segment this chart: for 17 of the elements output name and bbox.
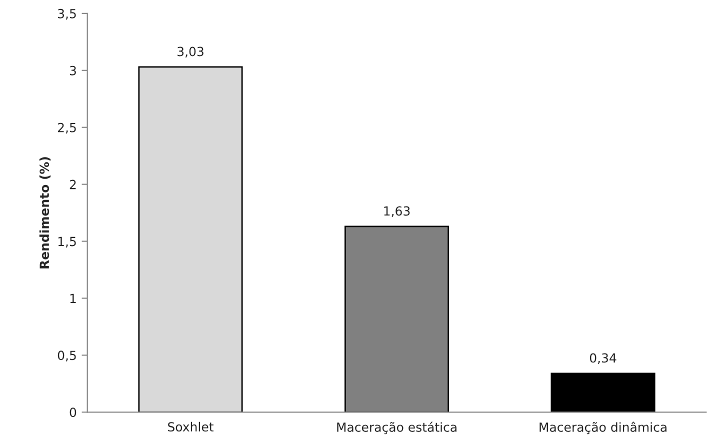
y-tick-label: 2 — [70, 180, 76, 190]
y-tick-label: 0,5 — [58, 350, 76, 362]
bar — [138, 66, 243, 412]
y-tick-label: 3 — [70, 66, 76, 76]
data-label: 1,63 — [384, 206, 410, 217]
y-tick-label: 0 — [70, 408, 76, 418]
y-tick-label: 1 — [70, 294, 76, 303]
y-tick-label: 1,5 — [58, 236, 76, 248]
x-tick-label: Soxhlet — [168, 422, 214, 432]
y-axis-title: Rendimento (%) — [39, 157, 51, 268]
bar — [550, 372, 656, 412]
x-tick-label: Maceração dinâmica — [540, 422, 666, 434]
y-tick-label: 3,5 — [58, 8, 76, 20]
data-label: 0,34 — [590, 353, 616, 364]
y-tick-label: 2,5 — [58, 122, 76, 134]
x-tick-label: Maceração estática — [337, 422, 456, 434]
data-label: 3,03 — [178, 46, 204, 58]
